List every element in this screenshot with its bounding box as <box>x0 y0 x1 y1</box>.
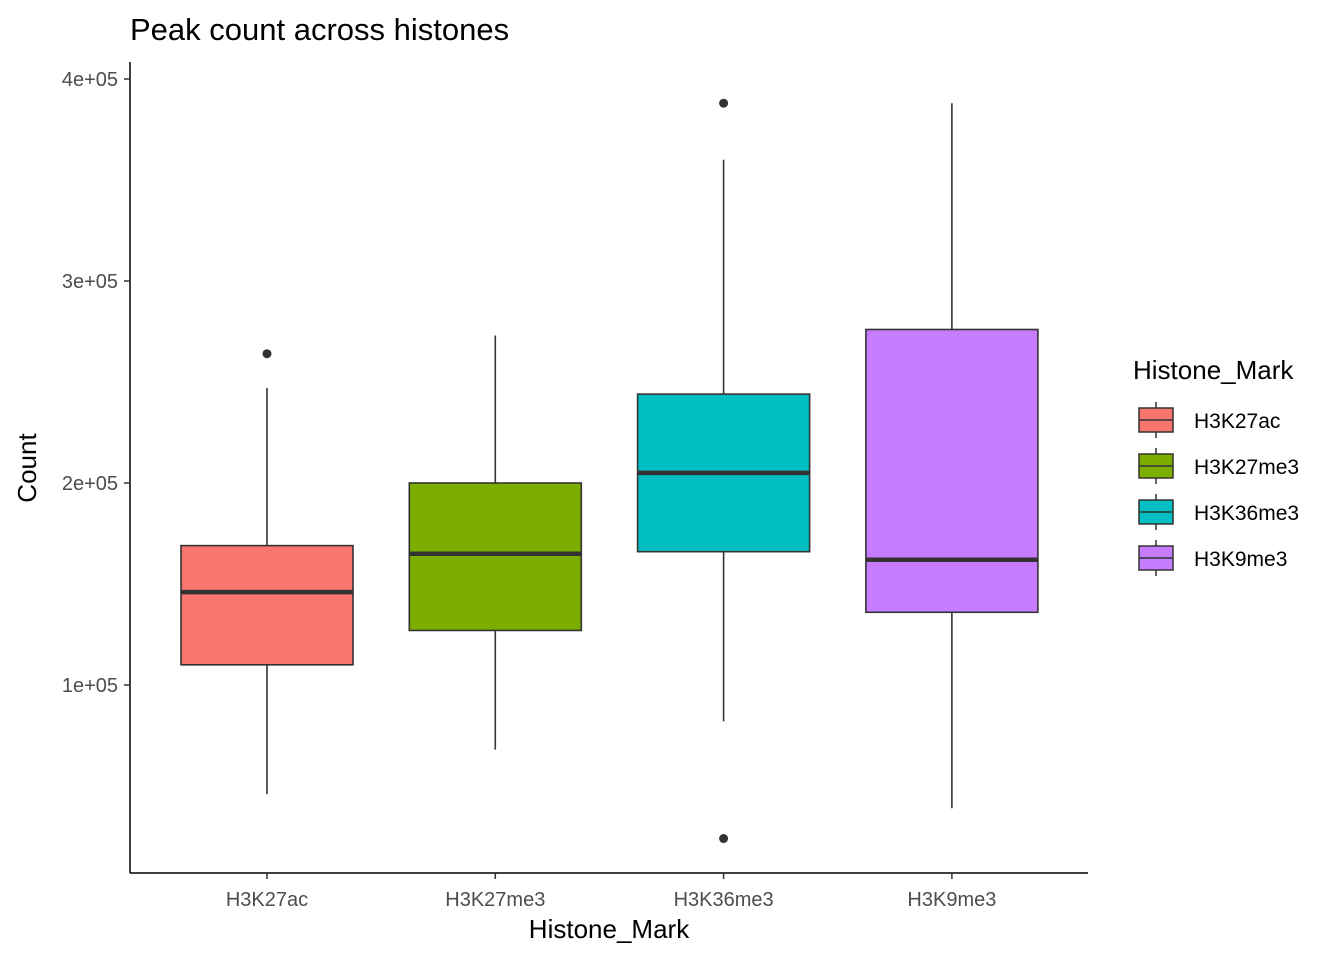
box-h3k27ac <box>180 349 354 795</box>
x-tick-label: H3K27ac <box>226 889 308 911</box>
x-tick-label: H3K27me3 <box>445 889 545 911</box>
y-axis-title: Count <box>12 433 42 503</box>
y-tick-label: 4e+05 <box>62 69 118 91</box>
legend-label: H3K9me3 <box>1194 548 1287 571</box>
box-iqr <box>408 482 583 632</box>
legend-item-h3k27ac: H3K27ac <box>1138 402 1280 438</box>
x-axis-title: Histone_Mark <box>529 914 690 944</box>
box-iqr <box>180 544 354 666</box>
y-tick-label: 2e+05 <box>62 473 118 495</box>
legend-item-h3k36me3: H3K36me3 <box>1138 494 1299 530</box>
legend-label: H3K27ac <box>1194 410 1280 433</box>
box-h3k9me3 <box>865 103 1039 809</box>
y-tick-label: 3e+05 <box>62 271 118 293</box>
x-tick-label: H3K36me3 <box>674 889 774 911</box>
outlier-point <box>262 349 272 359</box>
box-iqr <box>865 328 1039 614</box>
y-axis-ticks: 1e+05 2e+05 3e+05 4e+05 <box>62 69 130 697</box>
outlier-point <box>719 98 729 108</box>
chart-title: Peak count across histones <box>130 12 509 47</box>
legend-label: H3K36me3 <box>1194 502 1299 525</box>
box-h3k36me3 <box>636 98 811 844</box>
x-axis-ticks: H3K27ac H3K27me3 H3K36me3 H3K9me3 <box>226 873 996 911</box>
legend-label: H3K27me3 <box>1194 456 1299 479</box>
legend-item-h3k9me3: H3K9me3 <box>1138 540 1287 576</box>
plot-area <box>180 98 1039 844</box>
y-tick-label: 1e+05 <box>62 675 118 697</box>
x-tick-label: H3K9me3 <box>907 889 996 911</box>
legend-item-h3k27me3: H3K27me3 <box>1138 448 1299 484</box>
outlier-point <box>719 834 729 844</box>
legend: Histone_Mark H3K27ac H3K27me3 H3K36me3 H3K9… <box>1133 355 1299 576</box>
box-h3k27me3 <box>408 335 583 750</box>
legend-title: Histone_Mark <box>1133 355 1294 385</box>
